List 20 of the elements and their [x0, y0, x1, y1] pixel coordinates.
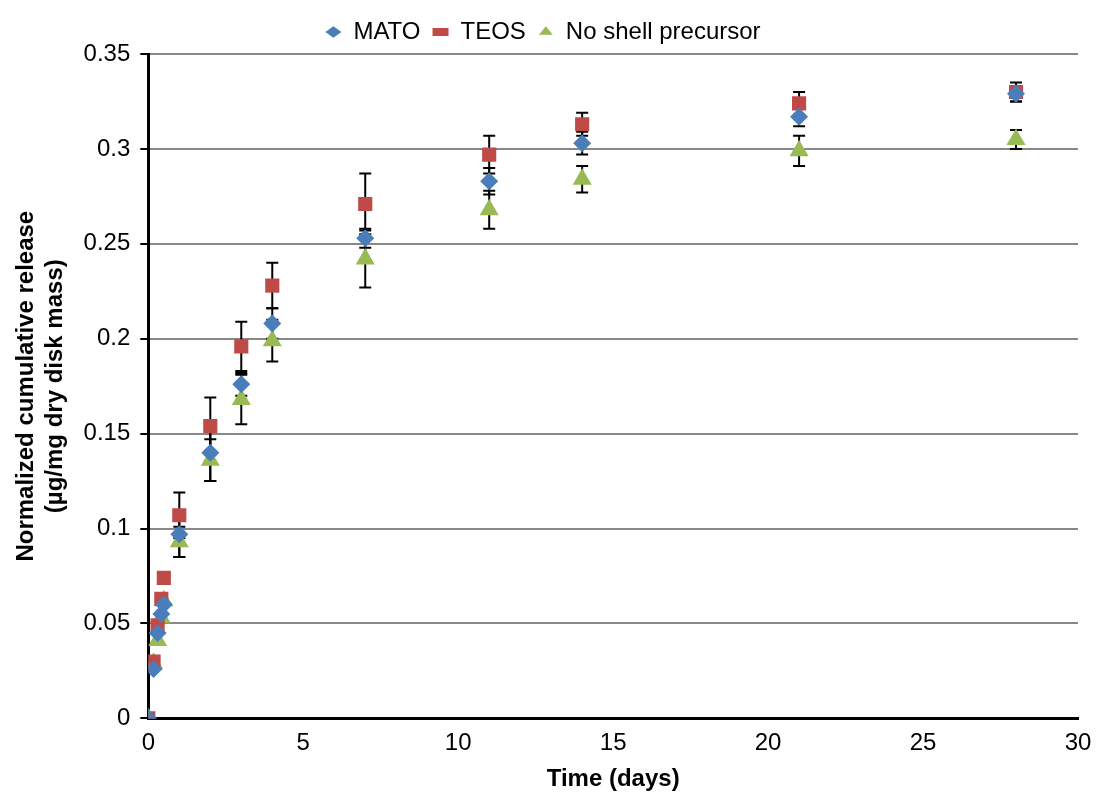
x-axis-title: Time (days)	[546, 764, 680, 792]
x-tick-label: 15	[599, 728, 627, 756]
y-tick-label: 0	[116, 703, 131, 731]
legend-label: MATO	[353, 16, 421, 44]
x-tick-label: 5	[296, 728, 310, 756]
x-tick-label: 25	[909, 728, 937, 756]
x-tick-label: 0	[141, 728, 155, 756]
y-tick-label: 0.2	[96, 323, 131, 351]
legend-label: No shell precursor	[565, 16, 761, 44]
x-tick-label: 20	[754, 728, 782, 756]
x-tick-label: 30	[1064, 728, 1092, 756]
y-tick-label: 0.3	[96, 133, 131, 161]
y-tick-label: 0.1	[96, 513, 131, 541]
x-tick-label: 10	[444, 728, 472, 756]
y-tick-label: 0.25	[83, 228, 131, 256]
y-tick-label: 0.15	[83, 418, 131, 446]
legend-label: TEOS	[460, 16, 526, 44]
y-tick-label: 0.05	[83, 608, 131, 636]
y-tick-label: 0.35	[83, 38, 131, 66]
y-axis-title: Normalized cumulative release (µg/mg dry disk mass)	[11, 210, 67, 562]
